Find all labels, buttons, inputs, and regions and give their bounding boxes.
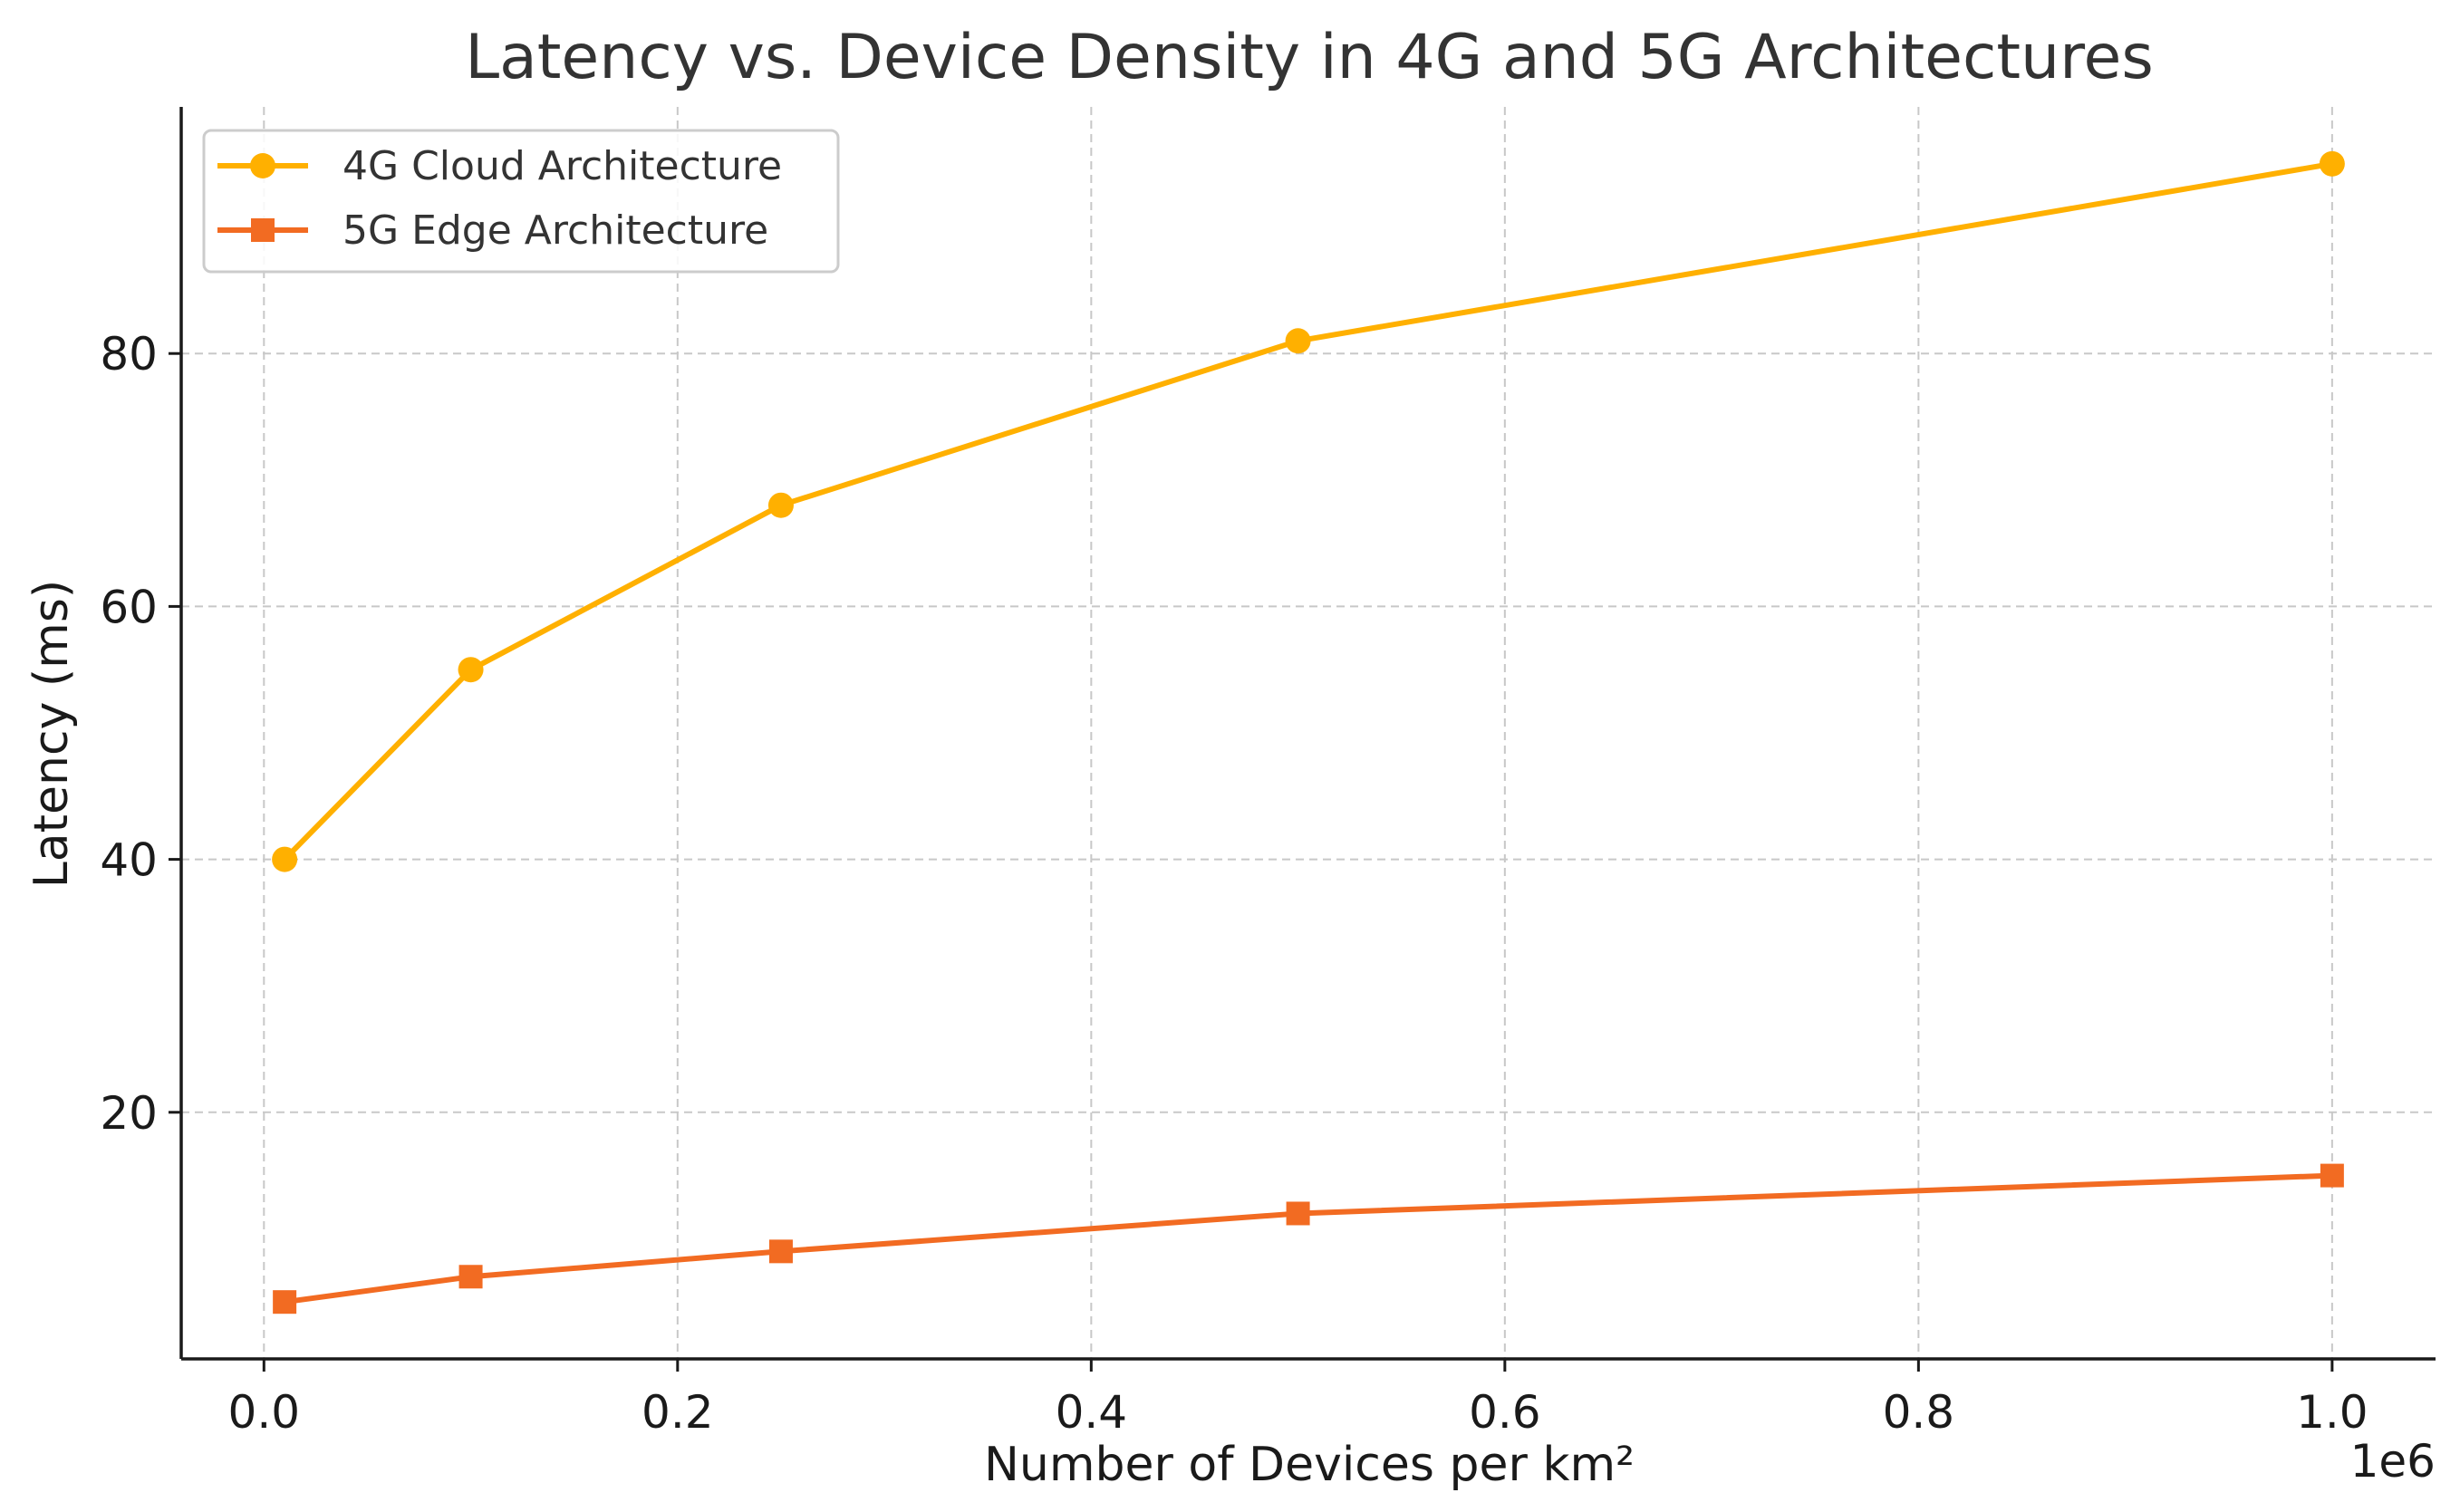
- legend-label: 4G Cloud Architecture: [342, 143, 782, 189]
- y-tick-label: 40: [100, 834, 158, 887]
- legend-box: [202, 129, 840, 274]
- x-tick-label: 1.0: [2296, 1386, 2368, 1439]
- x-tick-label: 0.2: [642, 1386, 714, 1439]
- legend: 4G Cloud Architecture 5G Edge Architectur…: [202, 129, 840, 274]
- series-2: [273, 1163, 2344, 1315]
- legend-item: 4G Cloud Architecture: [217, 143, 782, 189]
- data-point: [458, 1265, 483, 1289]
- y-tick-label: 60: [100, 581, 158, 633]
- data-point: [273, 1290, 297, 1315]
- data-point: [768, 1239, 793, 1264]
- legend-marker: [250, 153, 275, 178]
- series-1: [272, 150, 2345, 872]
- x-tick-label: 0.8: [1883, 1386, 1955, 1439]
- y-tick-label: 20: [100, 1087, 158, 1140]
- data-point: [272, 846, 298, 872]
- data-point: [1285, 328, 1311, 354]
- legend-marker: [251, 218, 275, 242]
- y-axis-label: Latency (ms): [24, 580, 79, 888]
- chart-title: Latency vs. Device Density in 4G and 5G …: [465, 22, 2154, 93]
- y-tick-label: 80: [100, 328, 158, 380]
- x-axis-label: Number of Devices per km²: [984, 1438, 1635, 1492]
- x-tick-label: 0.4: [1056, 1386, 1128, 1439]
- x-tick-label: 0.0: [228, 1386, 301, 1439]
- data-point: [2320, 1163, 2344, 1188]
- grid: [181, 107, 2436, 1359]
- x-axis-offset-label: 1e6: [2350, 1435, 2436, 1488]
- series-line: [284, 1172, 2333, 1305]
- legend-label: 5G Edge Architecture: [342, 207, 768, 254]
- data-point: [2319, 150, 2345, 177]
- data-point: [767, 492, 794, 518]
- series-layer: [272, 150, 2345, 1315]
- data-point: [458, 657, 484, 683]
- legend-item: 5G Edge Architecture: [217, 207, 768, 254]
- axes: 0.0 0.2 0.4 0.6 0.8 1.0 20 40 60 80: [100, 107, 2436, 1439]
- data-point: [1286, 1201, 1310, 1226]
- x-tick-label: 0.6: [1469, 1386, 1541, 1439]
